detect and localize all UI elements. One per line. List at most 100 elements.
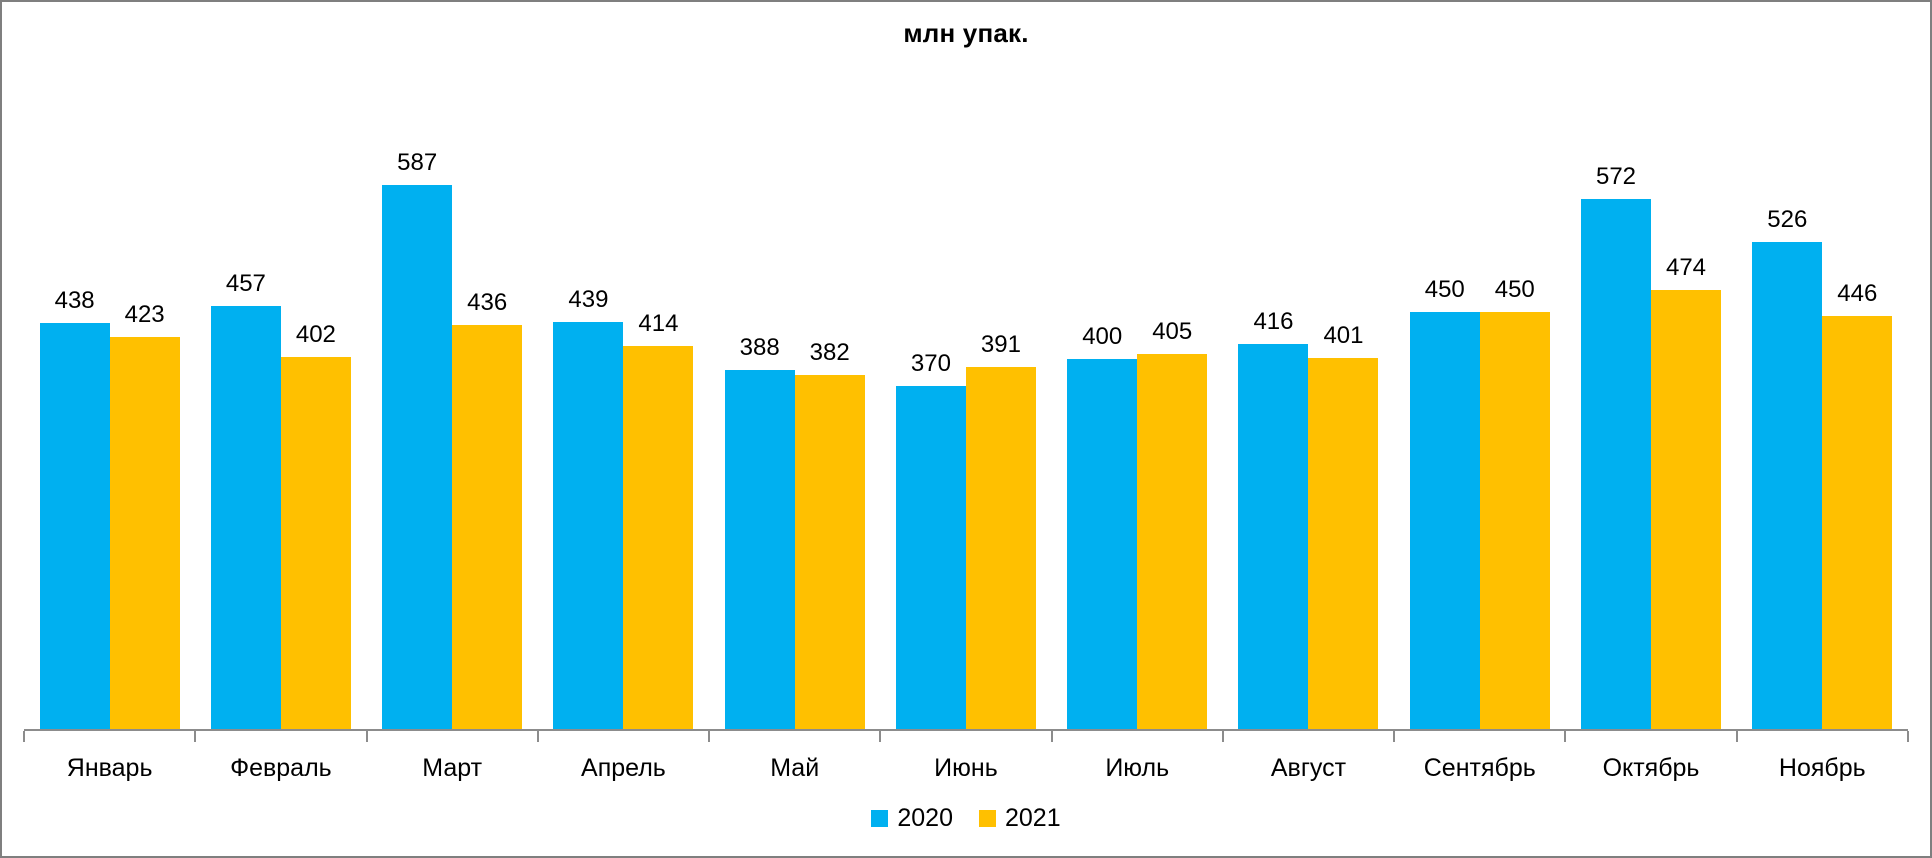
bar-column-2021: 382	[794, 339, 865, 730]
bar-column-2020: 457	[210, 270, 281, 730]
category-label: Январь	[66, 754, 153, 782]
bar-2020	[210, 306, 281, 730]
bar-value-label: 526	[1767, 206, 1808, 234]
bar-column-2020: 450	[1409, 276, 1480, 730]
bar-2020	[382, 185, 453, 730]
chart-title: млн упак.	[903, 18, 1029, 48]
bar-value-label: 450	[1494, 276, 1535, 304]
bar-group: 450 450	[1394, 276, 1565, 730]
bar-column-2021: 474	[1651, 254, 1722, 730]
bar-column-2020: 439	[553, 286, 624, 730]
bar-value-label: 446	[1837, 280, 1878, 308]
bar-value-label: 423	[124, 301, 165, 329]
axis-tick	[708, 731, 711, 742]
axis-tick	[536, 731, 539, 742]
bar-value-label: 414	[638, 310, 679, 338]
axis-tick	[1393, 731, 1396, 742]
plot-area: 438 423 457 402 587 436 439 414 388 382 370 391 400 4…	[24, 2, 1908, 730]
bar-column-2020: 388	[724, 334, 795, 730]
bar-value-label: 402	[295, 321, 336, 349]
bar-column-2020: 526	[1752, 206, 1823, 730]
bar-column-2021: 436	[452, 289, 523, 730]
bar-value-label: 401	[1323, 322, 1364, 350]
bar-value-label: 382	[809, 339, 850, 367]
bar-2021	[1137, 354, 1208, 730]
bar-value-label: 439	[568, 286, 609, 314]
x-axis-line	[23, 729, 1909, 743]
bar-2020	[553, 322, 624, 730]
axis-tick	[194, 731, 197, 742]
bar-2020	[895, 386, 966, 730]
bar-column-2021: 450	[1479, 276, 1550, 730]
bar-column-2020: 438	[39, 287, 110, 730]
bar-2021	[965, 367, 1036, 730]
bar-2021	[452, 325, 523, 730]
bar-value-label: 391	[980, 331, 1021, 359]
bar-2020	[1067, 359, 1138, 730]
bar-column-2021: 446	[1822, 280, 1893, 730]
bar-group: 388 382	[709, 334, 880, 730]
bar-group: 438 423	[24, 287, 195, 730]
axis-tick	[1221, 731, 1224, 742]
bar-group: 457 402	[195, 270, 366, 730]
bar-value-label: 450	[1424, 276, 1465, 304]
bar-value-label: 388	[739, 334, 780, 362]
category-label: Март	[422, 754, 483, 782]
axis-tick	[879, 731, 882, 742]
bar-value-label: 400	[1082, 323, 1123, 351]
category-label: Май	[770, 754, 820, 782]
category-label: Февраль	[230, 754, 332, 782]
category-label: Июль	[1105, 754, 1170, 782]
axis-tick	[365, 731, 368, 742]
bar-column-2020: 416	[1238, 308, 1309, 730]
axis-tick	[1907, 731, 1909, 742]
bar-2021	[623, 346, 694, 730]
legend-label: 2021	[1005, 804, 1061, 832]
bar-column-2020: 400	[1067, 323, 1138, 730]
bar-2021	[1822, 316, 1893, 730]
bar-value-label: 370	[910, 350, 951, 378]
bar-2021	[1651, 290, 1722, 730]
bar-2020	[724, 370, 795, 730]
bar-2020	[1409, 312, 1480, 730]
axis-tick	[23, 731, 25, 742]
legend: 2020 2021	[2, 804, 1930, 833]
legend-item-2020: 2020	[871, 804, 953, 833]
legend-label: 2020	[897, 804, 953, 832]
bar-2020	[1238, 344, 1309, 730]
bar-group: 400 405	[1052, 318, 1223, 730]
bar-column-2021: 401	[1308, 322, 1379, 730]
legend-swatch-icon	[979, 810, 996, 827]
bar-column-2021: 414	[623, 310, 694, 730]
bar-value-label: 457	[225, 270, 266, 298]
bar-value-label: 572	[1595, 163, 1637, 191]
legend-swatch-icon	[871, 810, 889, 827]
bar-group: 587 436	[367, 149, 538, 730]
category-label: Апрель	[581, 754, 666, 782]
bar-2021	[1479, 312, 1550, 730]
category-label: Август	[1270, 754, 1347, 782]
bar-value-label: 587	[397, 149, 438, 177]
bar-column-2020: 370	[895, 350, 966, 730]
legend-item-2021: 2021	[979, 804, 1061, 833]
category-label: Октябрь	[1602, 754, 1700, 782]
bar-column-2020: 587	[382, 149, 453, 730]
bar-column-2021: 391	[965, 331, 1036, 730]
bar-2020	[39, 323, 110, 730]
bar-2020	[1752, 242, 1823, 730]
bar-column-2021: 405	[1137, 318, 1208, 730]
bar-value-label: 405	[1152, 318, 1193, 346]
bar-value-label: 436	[467, 289, 508, 317]
bar-2021	[1308, 358, 1379, 730]
bar-2021	[794, 375, 865, 730]
bar-value-label: 474	[1665, 254, 1707, 282]
bar-group: 572 474	[1565, 163, 1736, 730]
bar-group: 439 414	[538, 286, 709, 730]
bar-2021	[109, 337, 180, 730]
axis-tick	[1735, 731, 1738, 742]
bar-group: 370 391	[880, 331, 1051, 730]
bar-2021	[280, 357, 351, 730]
bar-2020	[1581, 199, 1652, 730]
bar-column-2020: 572	[1581, 163, 1652, 730]
